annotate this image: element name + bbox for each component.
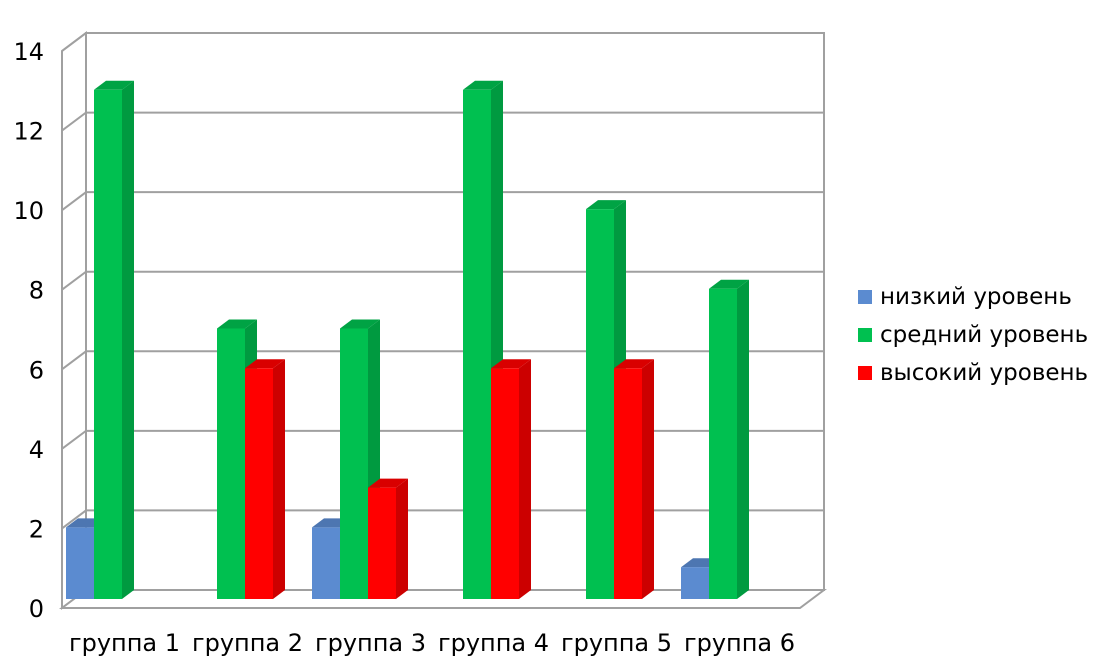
x-tick-3: группа 3 bbox=[315, 629, 426, 657]
y-tick-2: 2 bbox=[29, 515, 44, 543]
bar-4-2 bbox=[463, 80, 503, 600]
y-tick-12: 12 bbox=[13, 118, 44, 146]
gridline-2 bbox=[61, 509, 824, 530]
bar-1-2 bbox=[94, 80, 134, 600]
bars bbox=[66, 80, 749, 600]
x-tick-2: группа 2 bbox=[192, 629, 303, 657]
y-tick-0: 0 bbox=[29, 595, 44, 623]
y-tick-4: 4 bbox=[29, 436, 44, 464]
bar-2-3 bbox=[245, 359, 285, 599]
back-wall bbox=[85, 32, 825, 591]
gridline-10 bbox=[61, 191, 824, 211]
gridline-6 bbox=[61, 350, 824, 371]
legend-label-2: средний уровень bbox=[880, 322, 1088, 348]
y-tick-10: 10 bbox=[13, 197, 44, 225]
x-tick-5: группа 5 bbox=[561, 629, 672, 657]
gridline-4 bbox=[61, 429, 824, 450]
x-tick-4: группа 4 bbox=[438, 629, 549, 657]
y-tick-8: 8 bbox=[29, 277, 44, 305]
bar-4-3 bbox=[491, 359, 531, 599]
y-axis-ticks: 0 2 4 6 8 10 12 14 bbox=[13, 38, 44, 623]
gridlines bbox=[61, 32, 824, 530]
y-tick-14: 14 bbox=[13, 38, 44, 66]
gridline-8 bbox=[61, 270, 824, 291]
legend-label-1: низкий уровень bbox=[880, 284, 1072, 310]
y-tick-6: 6 bbox=[29, 356, 44, 384]
legend-swatch-3 bbox=[858, 366, 872, 380]
x-tick-6: группа 6 bbox=[684, 629, 795, 657]
x-axis-ticks: группа 1 группа 2 группа 3 группа 4 группа 5… bbox=[69, 629, 795, 657]
x-tick-1: группа 1 bbox=[69, 629, 180, 657]
bar-5-3 bbox=[614, 359, 654, 599]
bar-6-2 bbox=[709, 279, 749, 599]
gridline-12 bbox=[61, 111, 824, 132]
bar-3-3 bbox=[368, 478, 408, 599]
legend: низкий уровень средний уровень высокий уро… bbox=[858, 284, 1088, 386]
legend-swatch-2 bbox=[858, 328, 872, 342]
legend-label-3: высокий уровень bbox=[880, 360, 1088, 386]
legend-swatch-1 bbox=[858, 290, 872, 304]
chart-walls bbox=[59, 31, 827, 610]
gridline-14 bbox=[61, 32, 824, 52]
